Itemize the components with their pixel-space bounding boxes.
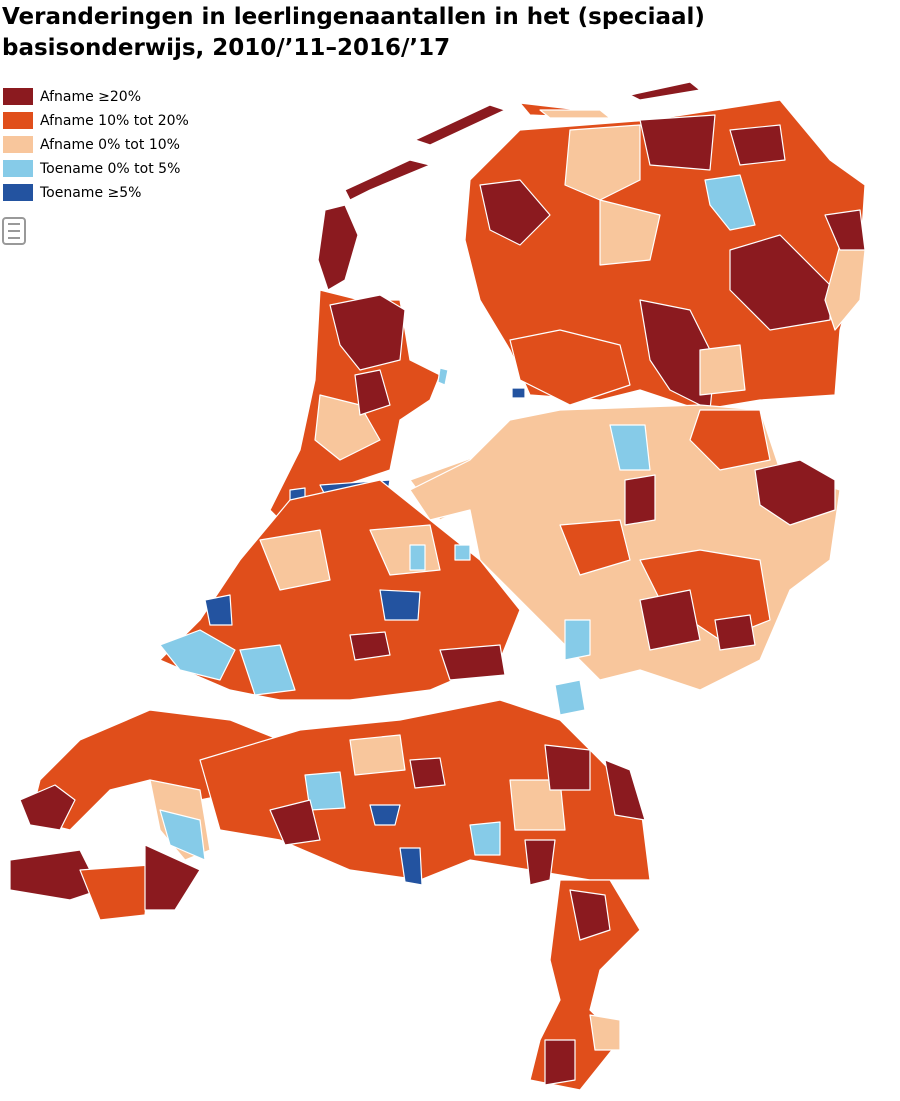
logo	[2, 217, 26, 245]
municipality	[544, 1039, 576, 1086]
municipality	[369, 804, 401, 826]
legend-label: Afname ≥20%	[40, 89, 141, 105]
municipality	[509, 779, 566, 831]
legend-swatch	[3, 88, 33, 105]
municipality	[259, 529, 331, 591]
municipality	[604, 759, 646, 821]
title-line: Veranderingen in leerlingenaantallen in …	[2, 4, 705, 30]
municipality	[589, 1014, 621, 1051]
municipality	[349, 734, 406, 776]
municipality	[754, 459, 836, 526]
municipality	[304, 771, 346, 811]
municipality	[409, 544, 426, 571]
municipality	[144, 844, 201, 911]
municipality	[19, 784, 76, 831]
municipality	[639, 589, 701, 651]
municipality	[639, 114, 716, 171]
municipality	[204, 594, 233, 626]
legend-label: Toename 0% tot 5%	[39, 161, 180, 177]
title-line: basisonderwijs, 2010/’11–2016/’17	[2, 35, 450, 61]
municipality	[439, 644, 506, 681]
municipality	[554, 679, 586, 716]
municipality	[344, 159, 431, 201]
municipality	[79, 864, 151, 921]
municipality	[9, 849, 101, 901]
municipality	[469, 821, 501, 856]
municipality	[349, 631, 391, 661]
municipality	[629, 81, 701, 101]
municipality	[511, 387, 526, 399]
municipality	[317, 204, 359, 291]
municipality	[564, 619, 591, 661]
legend-label: Toename ≥5%	[39, 185, 141, 201]
municipality	[509, 329, 631, 406]
municipality	[609, 424, 651, 471]
legend-swatch	[3, 160, 33, 177]
legend: Afname ≥20% Afname 10% tot 20% Afname 0% t…	[3, 88, 189, 201]
municipality	[569, 889, 611, 941]
municipality	[159, 809, 206, 861]
municipality	[269, 799, 321, 846]
municipality	[624, 474, 656, 526]
municipality	[379, 589, 421, 621]
municipality	[564, 124, 641, 201]
municipality	[714, 614, 756, 651]
municipalities	[9, 81, 866, 1091]
municipality	[454, 544, 471, 561]
legend-swatch	[3, 184, 33, 201]
municipality	[699, 344, 746, 396]
legend-label: Afname 10% tot 20%	[40, 113, 189, 129]
municipality	[524, 839, 556, 886]
municipality	[314, 394, 381, 461]
municipality	[354, 369, 391, 416]
municipality	[544, 744, 591, 791]
municipality	[479, 179, 551, 246]
municipality	[729, 234, 831, 331]
municipality	[414, 104, 506, 146]
legend-swatch	[3, 136, 33, 153]
municipality	[437, 367, 449, 386]
municipality	[409, 757, 446, 789]
municipality	[729, 124, 786, 166]
municipality	[689, 409, 771, 471]
municipality	[239, 644, 296, 696]
municipality	[559, 519, 631, 576]
legend-swatch	[3, 112, 33, 129]
municipality	[329, 294, 406, 371]
legend-label: Afname 0% tot 10%	[40, 137, 180, 153]
municipality	[539, 109, 611, 119]
municipality	[704, 174, 756, 231]
municipality	[599, 199, 661, 266]
municipality	[824, 209, 866, 251]
municipality	[399, 847, 423, 886]
municipality	[159, 629, 236, 681]
